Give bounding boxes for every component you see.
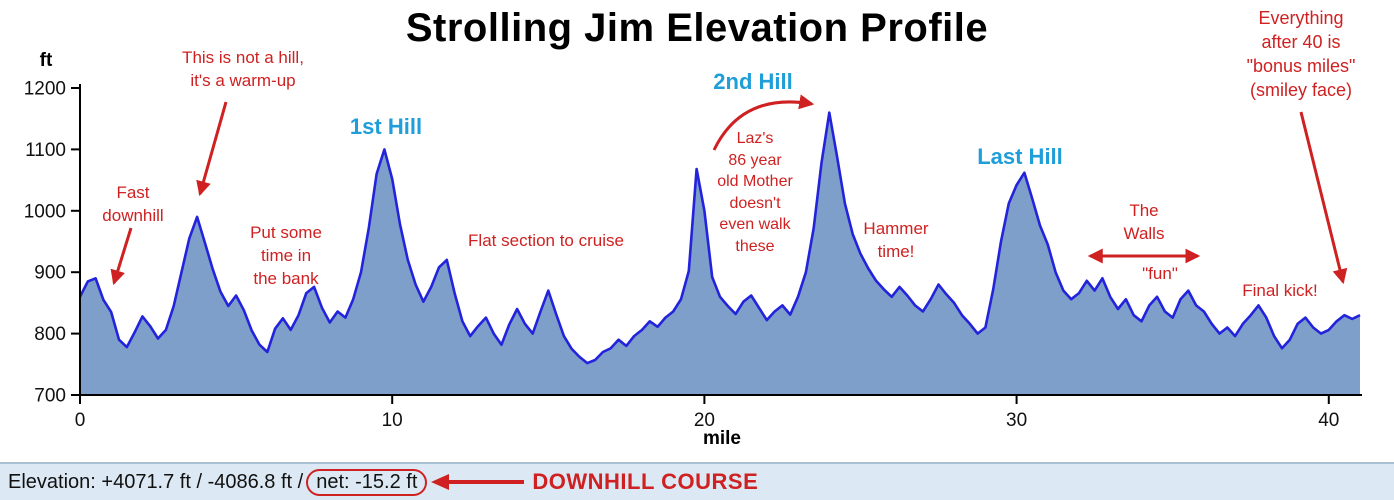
x-tick-label: 30 xyxy=(1006,410,1027,431)
annotation-line: after 40 is xyxy=(1261,32,1341,52)
annotation-flat-section: Flat section to cruise xyxy=(468,229,624,252)
elevation-stats: Elevation: +4071.7 ft / -4086.8 ft / xyxy=(8,470,304,493)
annotation-line: Everything xyxy=(1258,8,1344,28)
y-tick-label: 1100 xyxy=(25,140,66,161)
warmup-arrow-icon xyxy=(196,101,228,197)
annotation-line: doesn't xyxy=(729,194,781,212)
annotation-line: Fast xyxy=(116,183,150,202)
y-tick-label: 700 xyxy=(34,386,66,407)
x-tick-label: 10 xyxy=(382,410,403,431)
x-tick-label: 20 xyxy=(694,410,715,431)
second-hill-arrow-icon xyxy=(712,94,815,151)
y-tick-label: 900 xyxy=(34,263,66,284)
x-tick-label: 0 xyxy=(75,410,86,431)
annotation-final-kick: Final kick! xyxy=(1242,279,1318,302)
annotation-line: even walk xyxy=(719,216,791,233)
annotation-bonus-miles: Everything after 40 is "bonus miles" (sm… xyxy=(1247,6,1356,102)
annotation-line: time! xyxy=(877,242,915,261)
annotation-line: Hammer xyxy=(863,219,929,238)
y-tick-label: 1000 xyxy=(24,201,66,222)
annotation-line: "bonus miles" xyxy=(1246,56,1356,76)
left-arrow-icon xyxy=(431,474,525,490)
label-first-hill: 1st Hill xyxy=(349,114,423,139)
annotation-line: "fun" xyxy=(1142,264,1178,283)
annotation-line: Laz's xyxy=(736,130,774,147)
net-elevation-badge: net: -15.2 ft xyxy=(306,468,428,496)
annotation-line: it's a warm-up xyxy=(190,71,296,90)
elevation-line xyxy=(78,111,1361,365)
annotation-line: This is not a hill, xyxy=(182,48,304,67)
y-axis-label: ft xyxy=(39,50,53,71)
annotation-hammer: Hammer time! xyxy=(863,217,928,263)
annotation-fast-downhill: Fast downhill xyxy=(102,181,163,227)
elevation-chart: 700 800 900 1000 1100 1200 0 10 20 30 40 xyxy=(24,79,1362,432)
elevation-area xyxy=(80,112,1360,395)
label-last-hill: Last Hill xyxy=(977,144,1063,169)
y-tick-label: 800 xyxy=(34,324,66,345)
fast-downhill-arrow-icon xyxy=(110,227,133,286)
annotation-bank: Put some time in the bank xyxy=(250,221,322,290)
downhill-course-label: DOWNHILL COURSE xyxy=(532,469,759,494)
annotation-line: time in xyxy=(260,246,312,265)
annotation-line: Put some xyxy=(250,223,322,242)
annotation-line: Walls xyxy=(1123,224,1165,243)
annotation-line: Flat section to cruise xyxy=(468,231,624,250)
annotation-warmup: This is not a hill, it's a warm-up xyxy=(182,46,304,92)
annotation-walls: The Walls xyxy=(1124,199,1165,245)
annotation-line: 86 year xyxy=(728,151,782,169)
annotation-line: The xyxy=(1129,201,1159,220)
axis-ticks: 700 800 900 1000 1100 1200 0 10 20 30 40 xyxy=(24,79,1340,432)
annotation-line: (smiley face) xyxy=(1249,80,1353,100)
annotation-line: the bank xyxy=(253,269,319,288)
annotation-line: downhill xyxy=(102,206,164,225)
bonus-miles-arrow-icon xyxy=(1299,111,1348,285)
chart-title: Strolling Jim Elevation Profile xyxy=(405,6,989,50)
annotation-laz: Laz's 86 year old Mother doesn't even wa… xyxy=(717,128,793,257)
annotation-line: these xyxy=(735,237,775,255)
y-tick-label: 1200 xyxy=(24,79,66,100)
x-tick-label: 40 xyxy=(1318,410,1339,431)
annotation-line: Final kick! xyxy=(1242,281,1318,300)
annotation-line: old Mother xyxy=(717,173,793,190)
footer-bar: Elevation: +4071.7 ft / -4086.8 ft / net… xyxy=(0,462,1394,500)
annotation-walls-fun: "fun" xyxy=(1142,262,1178,285)
label-second-hill: 2nd Hill xyxy=(713,69,793,94)
x-axis-label: mile xyxy=(702,428,742,449)
